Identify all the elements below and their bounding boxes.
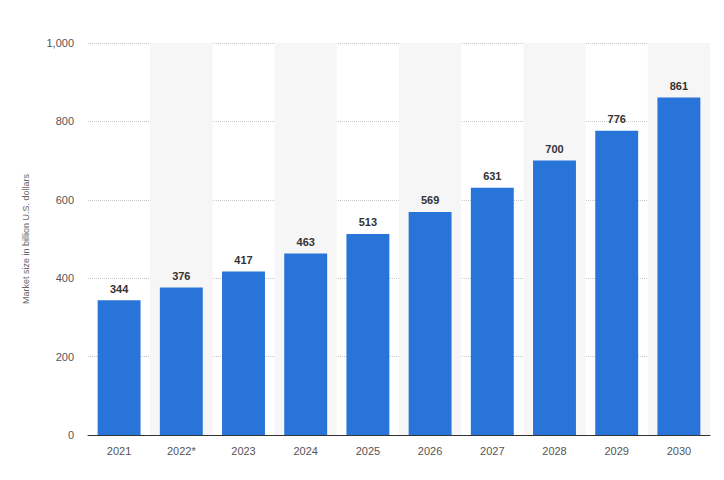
svg-text:800: 800 [56, 115, 74, 127]
svg-text:2024: 2024 [293, 445, 317, 457]
svg-text:2022*: 2022* [167, 445, 196, 457]
svg-text:2029: 2029 [604, 445, 628, 457]
svg-text:417: 417 [234, 254, 252, 266]
svg-text:2028: 2028 [542, 445, 566, 457]
svg-text:344: 344 [110, 283, 129, 295]
svg-text:376: 376 [172, 270, 190, 282]
svg-text:400: 400 [56, 272, 74, 284]
svg-text:Market size in billion U.S. do: Market size in billion U.S. dollars [21, 173, 31, 304]
svg-text:700: 700 [545, 143, 563, 155]
svg-text:2025: 2025 [356, 445, 380, 457]
svg-text:2027: 2027 [480, 445, 504, 457]
svg-text:600: 600 [56, 194, 74, 206]
svg-text:2023: 2023 [231, 445, 255, 457]
svg-text:2030: 2030 [667, 445, 691, 457]
svg-text:1,000: 1,000 [46, 37, 74, 49]
svg-text:2021: 2021 [107, 445, 131, 457]
svg-text:0: 0 [68, 429, 74, 441]
svg-text:631: 631 [483, 170, 501, 182]
svg-text:861: 861 [670, 80, 688, 92]
svg-text:569: 569 [421, 194, 439, 206]
svg-text:2026: 2026 [418, 445, 442, 457]
svg-text:513: 513 [359, 216, 377, 228]
svg-text:463: 463 [297, 236, 315, 248]
svg-text:200: 200 [56, 351, 74, 363]
svg-text:776: 776 [608, 113, 626, 125]
